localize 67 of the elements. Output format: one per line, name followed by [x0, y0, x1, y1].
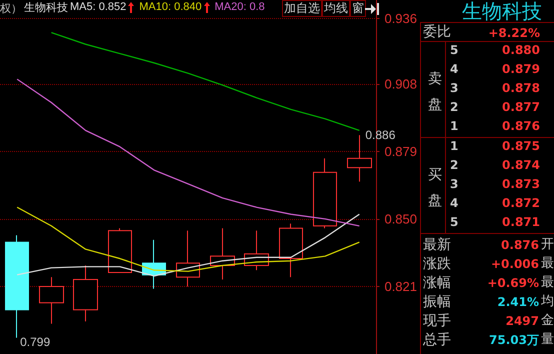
text: 0.880: [502, 43, 540, 57]
text: 4: [450, 62, 458, 76]
text: 3: [450, 81, 458, 95]
annotation: 加自选: [284, 1, 320, 15]
text: 开: [541, 237, 554, 252]
text: MA10: 0.840: [139, 1, 202, 13]
annotation: 窗: [352, 1, 364, 15]
text: 最新: [423, 237, 451, 253]
line-series: [50, 32, 360, 132]
text: +8.22%: [488, 26, 540, 40]
annotation: 0.799: [20, 334, 50, 349]
candlestick: [73, 265, 98, 322]
line-series: [16, 78, 360, 227]
text: 涨跌: [423, 256, 451, 272]
text: 1: [450, 139, 458, 153]
text: 卖盘: [428, 70, 442, 115]
y-tick-label: 0.936: [384, 11, 418, 26]
text: +0.69%: [487, 276, 539, 290]
text: 委比: [423, 24, 451, 40]
text: 涨幅: [423, 275, 451, 291]
text: MA20: 0.8: [214, 1, 265, 13]
text: 振幅: [423, 294, 451, 310]
text: 4: [450, 196, 458, 210]
y-tick-label: 0.821: [384, 278, 418, 294]
text: 2: [450, 100, 458, 114]
text: 2: [450, 158, 458, 172]
text: 2497: [506, 314, 539, 328]
text: 75.03万: [489, 333, 539, 347]
text: 买盘: [428, 166, 442, 211]
annotation: 权）: [0, 2, 22, 15]
line-series: [16, 214, 360, 277]
text: 现手: [423, 313, 451, 329]
text: MA5: 0.852: [70, 1, 126, 13]
candlestick: [108, 228, 132, 273]
text: 0.877: [502, 100, 540, 114]
candlestick: [279, 223, 303, 278]
text: +0.006: [490, 257, 539, 271]
y-tick-label: 0.879: [384, 144, 418, 159]
candlestick: [5, 234, 29, 338]
y-tick-label: 0.850: [384, 211, 418, 226]
text: 总手: [423, 332, 451, 348]
annotation: 均线: [324, 1, 348, 15]
text: 0.872: [502, 196, 540, 210]
text: 0.876: [501, 238, 539, 252]
text: 2.41%: [497, 295, 539, 309]
chart-title: 生物科技: [24, 1, 68, 14]
line-series: [16, 206, 360, 272]
y-tick-label: 0.908: [384, 76, 418, 92]
text: 5: [450, 215, 458, 229]
text: 量: [541, 332, 554, 347]
candlestick: [39, 276, 64, 324]
text: 0.874: [502, 158, 540, 172]
text: 均: [541, 294, 554, 309]
text: 最: [541, 256, 554, 271]
text: 0.878: [502, 81, 540, 95]
text: 0.871: [502, 215, 540, 229]
text: 生物科技: [462, 0, 542, 23]
candlestick: [313, 158, 337, 229]
text: 最: [541, 275, 554, 290]
text: 0.875: [502, 139, 540, 153]
text: 3: [450, 177, 458, 191]
text: 0.876: [502, 119, 540, 133]
text: 金: [541, 313, 554, 328]
text: 0.873: [502, 177, 540, 191]
text: 5: [450, 43, 458, 57]
text: 0.879: [502, 62, 540, 76]
text: 1: [450, 119, 458, 133]
